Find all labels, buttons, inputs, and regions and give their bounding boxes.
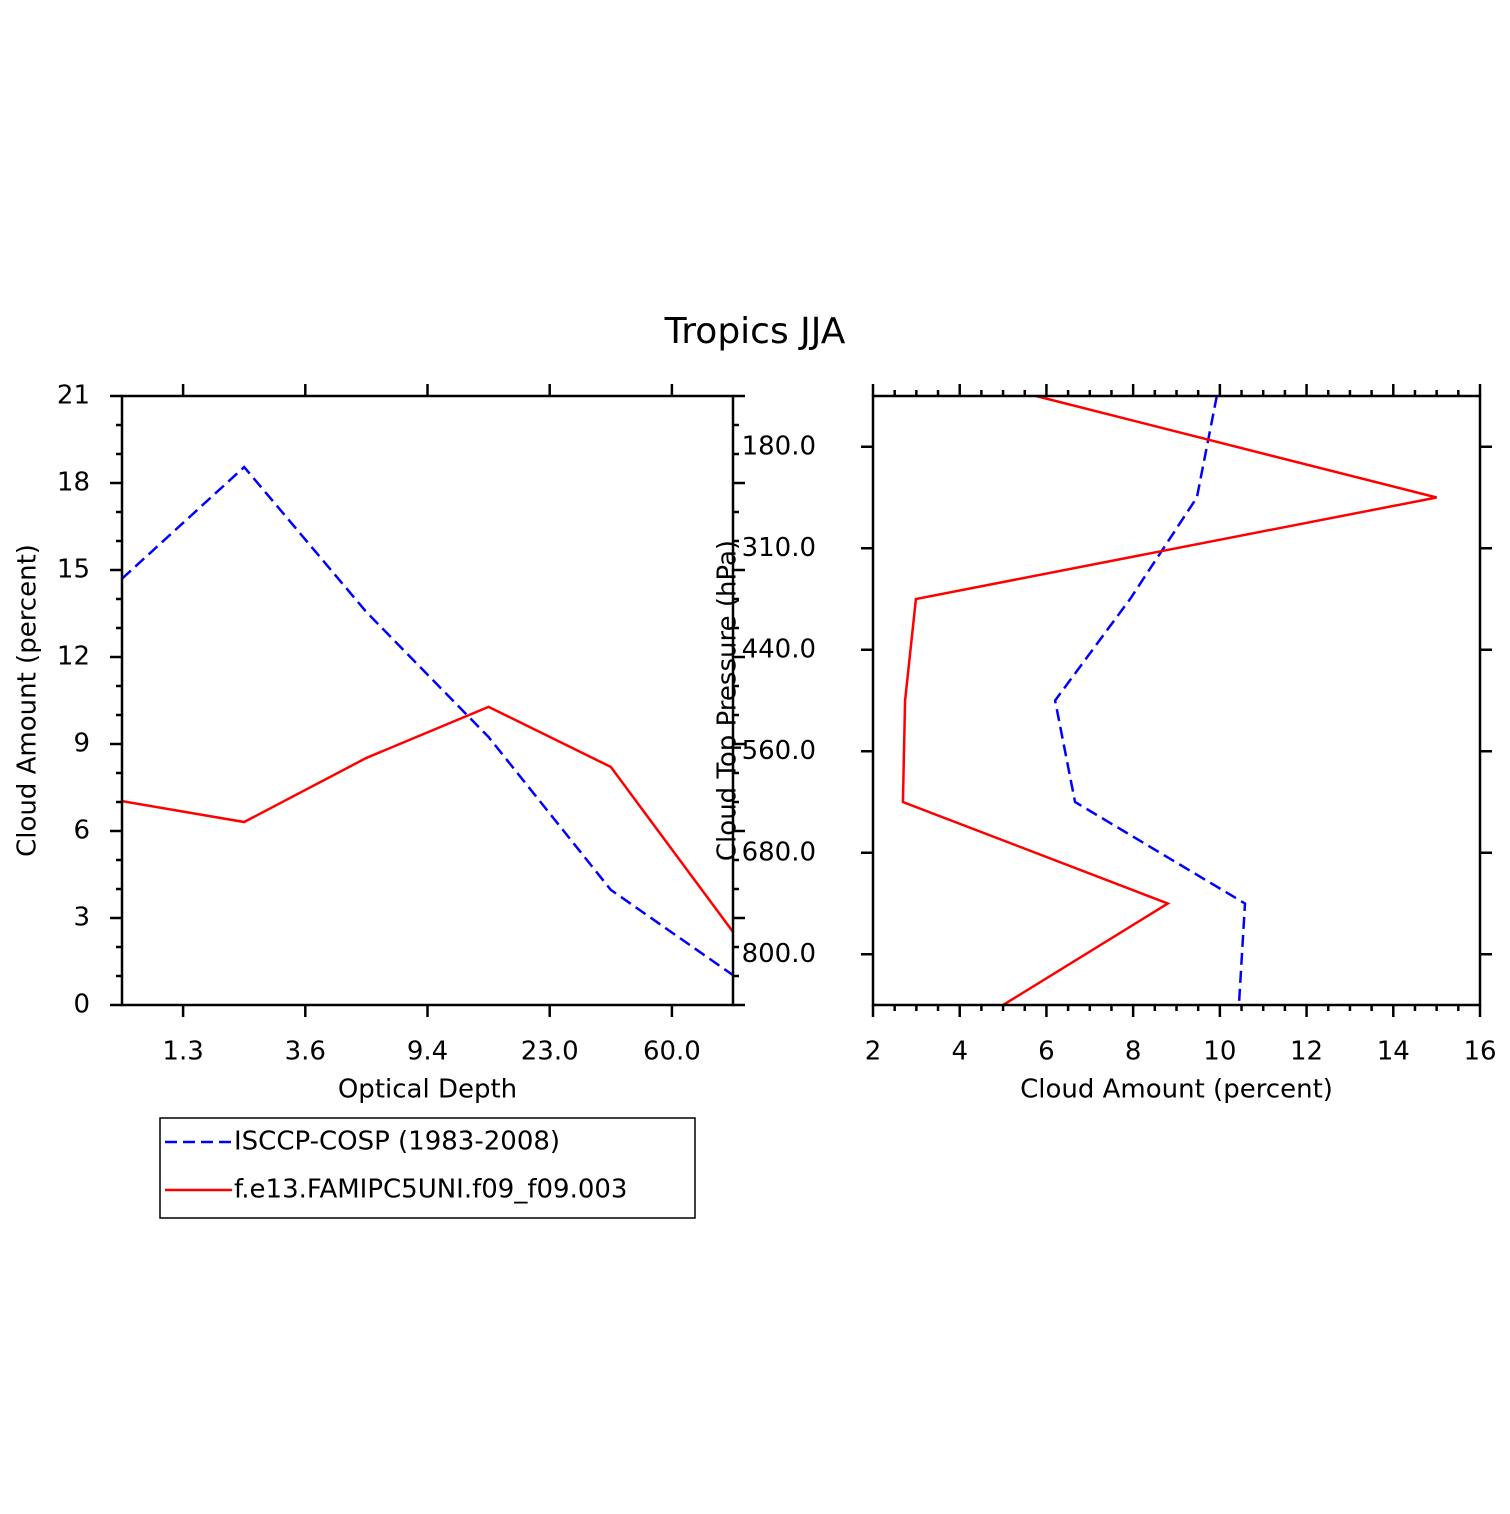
y-tick-label: 440.0 xyxy=(742,634,816,664)
y-tick-label: 21 xyxy=(57,381,90,411)
y-tick-label: 800.0 xyxy=(742,939,816,969)
x-axis-label: Optical Depth xyxy=(338,1075,517,1105)
y-tick-label: 18 xyxy=(57,468,90,498)
x-tick-label: 12 xyxy=(1290,1037,1323,1067)
x-tick-label: 14 xyxy=(1377,1037,1410,1067)
x-tick-label: 8 xyxy=(1125,1037,1142,1067)
x-tick-label: 16 xyxy=(1463,1037,1496,1067)
y-tick-label: 560.0 xyxy=(742,736,816,766)
series-line xyxy=(1053,395,1247,1006)
y-axis-label: Cloud Top Pressure (hPa) xyxy=(713,540,743,861)
x-tick-label: 1.3 xyxy=(162,1037,203,1067)
legend-label: f.e13.FAMIPC5UNI.f09_f09.003 xyxy=(234,1175,627,1205)
chart-title: Tropics JJA xyxy=(664,311,846,352)
y-tick-label: 180.0 xyxy=(742,431,816,461)
y-tick-label: 0 xyxy=(73,990,90,1020)
y-tick-label: 9 xyxy=(73,729,90,759)
plot-frame xyxy=(120,394,735,1007)
x-tick-label: 60.0 xyxy=(643,1037,701,1067)
x-tick-label: 23.0 xyxy=(521,1037,579,1067)
x-tick-label: 3.6 xyxy=(285,1037,326,1067)
legend-label: ISCCP-COSP (1983-2008) xyxy=(234,1127,560,1157)
y-tick-label: 680.0 xyxy=(742,837,816,867)
x-tick-label: 2 xyxy=(865,1037,882,1067)
y-tick-label: 310.0 xyxy=(742,533,816,563)
y-tick-label: 12 xyxy=(57,642,90,672)
x-tick-label: 6 xyxy=(1038,1037,1055,1067)
series-line xyxy=(121,705,735,933)
x-tick-label: 9.4 xyxy=(407,1037,448,1067)
x-tick-label: 4 xyxy=(951,1037,968,1067)
y-axis-label: Cloud Amount (percent) xyxy=(13,544,43,857)
legend-box xyxy=(159,1117,696,1219)
series-line xyxy=(121,465,734,977)
plot-frame xyxy=(871,394,1482,1007)
x-axis-label: Cloud Amount (percent) xyxy=(1020,1075,1333,1105)
series-line xyxy=(901,394,1437,1007)
y-tick-label: 15 xyxy=(57,555,90,585)
y-tick-label: 6 xyxy=(73,816,90,846)
x-tick-label: 10 xyxy=(1203,1037,1236,1067)
y-tick-label: 3 xyxy=(73,903,90,933)
